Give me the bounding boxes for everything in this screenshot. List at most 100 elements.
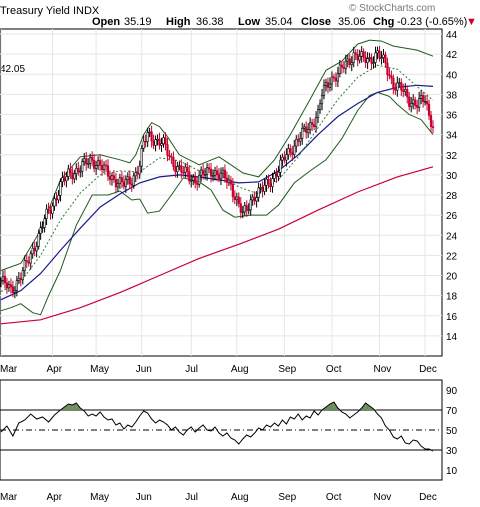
rsi-x-tick-label: Aug [231, 492, 249, 503]
candle-body [166, 144, 169, 156]
candle-body [370, 57, 373, 64]
candle-body [382, 54, 385, 58]
candle-body [249, 199, 252, 211]
candle-body [374, 52, 377, 63]
candle-body [27, 261, 30, 264]
rsi-tick-label: 70 [446, 406, 458, 417]
candle-body [314, 117, 318, 127]
candle-body [182, 171, 185, 174]
candle-body [243, 205, 246, 213]
candle-body [61, 177, 64, 183]
candle-body [239, 203, 242, 213]
candle-body [33, 247, 36, 252]
ma-50-line [0, 84, 434, 301]
candle-body [227, 179, 230, 183]
chg-label: Chg [373, 16, 394, 28]
down-arrow-icon: ▼ [466, 16, 477, 28]
candle-body [328, 83, 332, 88]
price-tick-label: 20 [446, 272, 458, 283]
candle-body [23, 260, 26, 271]
candle-body [324, 82, 328, 86]
candle-body [138, 165, 141, 175]
price-panel-frame [0, 28, 443, 357]
candle-body [388, 74, 391, 77]
candle-body [410, 103, 413, 107]
candle-body [170, 156, 173, 158]
candle-body [412, 99, 415, 104]
candle-body [259, 187, 262, 189]
candle-body [265, 178, 268, 186]
candle-body [354, 52, 357, 55]
candle-body [0, 280, 3, 282]
candle-body [346, 58, 349, 62]
rsi-overbought-fill [64, 404, 69, 410]
rsi-x-tick-label: Oct [326, 492, 342, 503]
candle-body [277, 171, 280, 177]
candle-body [241, 211, 244, 214]
candle-body [35, 246, 38, 252]
candle-body [423, 100, 427, 103]
candle-body [257, 187, 260, 198]
candle-body [19, 278, 22, 281]
candle-body [89, 156, 92, 164]
candle-body [162, 137, 165, 144]
candle-body [350, 62, 353, 65]
candle-body [305, 126, 308, 133]
candle-body [416, 105, 419, 108]
candle-body [431, 126, 435, 128]
chg-value: -0.23 (-0.65%) [397, 16, 467, 28]
candle-body [49, 210, 52, 214]
candle-body [340, 64, 343, 68]
candle-body [87, 162, 90, 165]
candle-body [429, 115, 433, 127]
candle-body [164, 137, 167, 145]
candle-body [213, 170, 217, 176]
candle-body [168, 155, 171, 157]
candle-body [320, 95, 324, 105]
candle-body [386, 62, 389, 76]
candle-body [348, 58, 351, 65]
close-value: 35.06 [338, 16, 366, 28]
candle-body [81, 161, 84, 172]
candle-body [384, 54, 387, 64]
candle-body [420, 95, 423, 99]
rsi-tick-label: 10 [446, 466, 458, 477]
candle-body [392, 77, 395, 90]
candle-body [45, 208, 48, 219]
rsi-overbought-fill [68, 404, 73, 410]
candle-body [251, 196, 254, 201]
low-label: Low [238, 16, 260, 28]
candle-body [150, 131, 153, 142]
candle-body [398, 82, 401, 84]
candle-body [140, 148, 143, 167]
ma-200-line [0, 166, 434, 325]
candle-body [146, 132, 149, 142]
candle-body [247, 209, 250, 212]
candle-body [100, 165, 104, 170]
candle-body [21, 270, 24, 281]
candle-body [221, 169, 225, 174]
x-tick-label: Apr [47, 364, 63, 375]
candle-body [158, 138, 161, 146]
candle-body [51, 205, 54, 214]
candle-body [136, 172, 139, 175]
price-tick-label: 30 [446, 171, 458, 182]
candle-body [120, 177, 123, 183]
rsi-line [0, 401, 434, 452]
candle-body [225, 177, 229, 183]
rsi-overbought-fill [365, 403, 370, 410]
candle-body [97, 160, 100, 166]
candle-body [184, 166, 187, 173]
candle-body [178, 165, 181, 168]
candle-body [77, 167, 80, 172]
candle-body [223, 169, 227, 179]
candle-body [372, 62, 375, 64]
candle-body [279, 159, 282, 173]
x-tick-label: Jul [185, 364, 198, 375]
candle-body [9, 284, 13, 288]
candle-body [400, 82, 403, 91]
candle-body [313, 124, 316, 127]
price-tick-label: 36 [446, 111, 458, 122]
candle-body [271, 178, 274, 187]
candle-body [130, 183, 133, 186]
